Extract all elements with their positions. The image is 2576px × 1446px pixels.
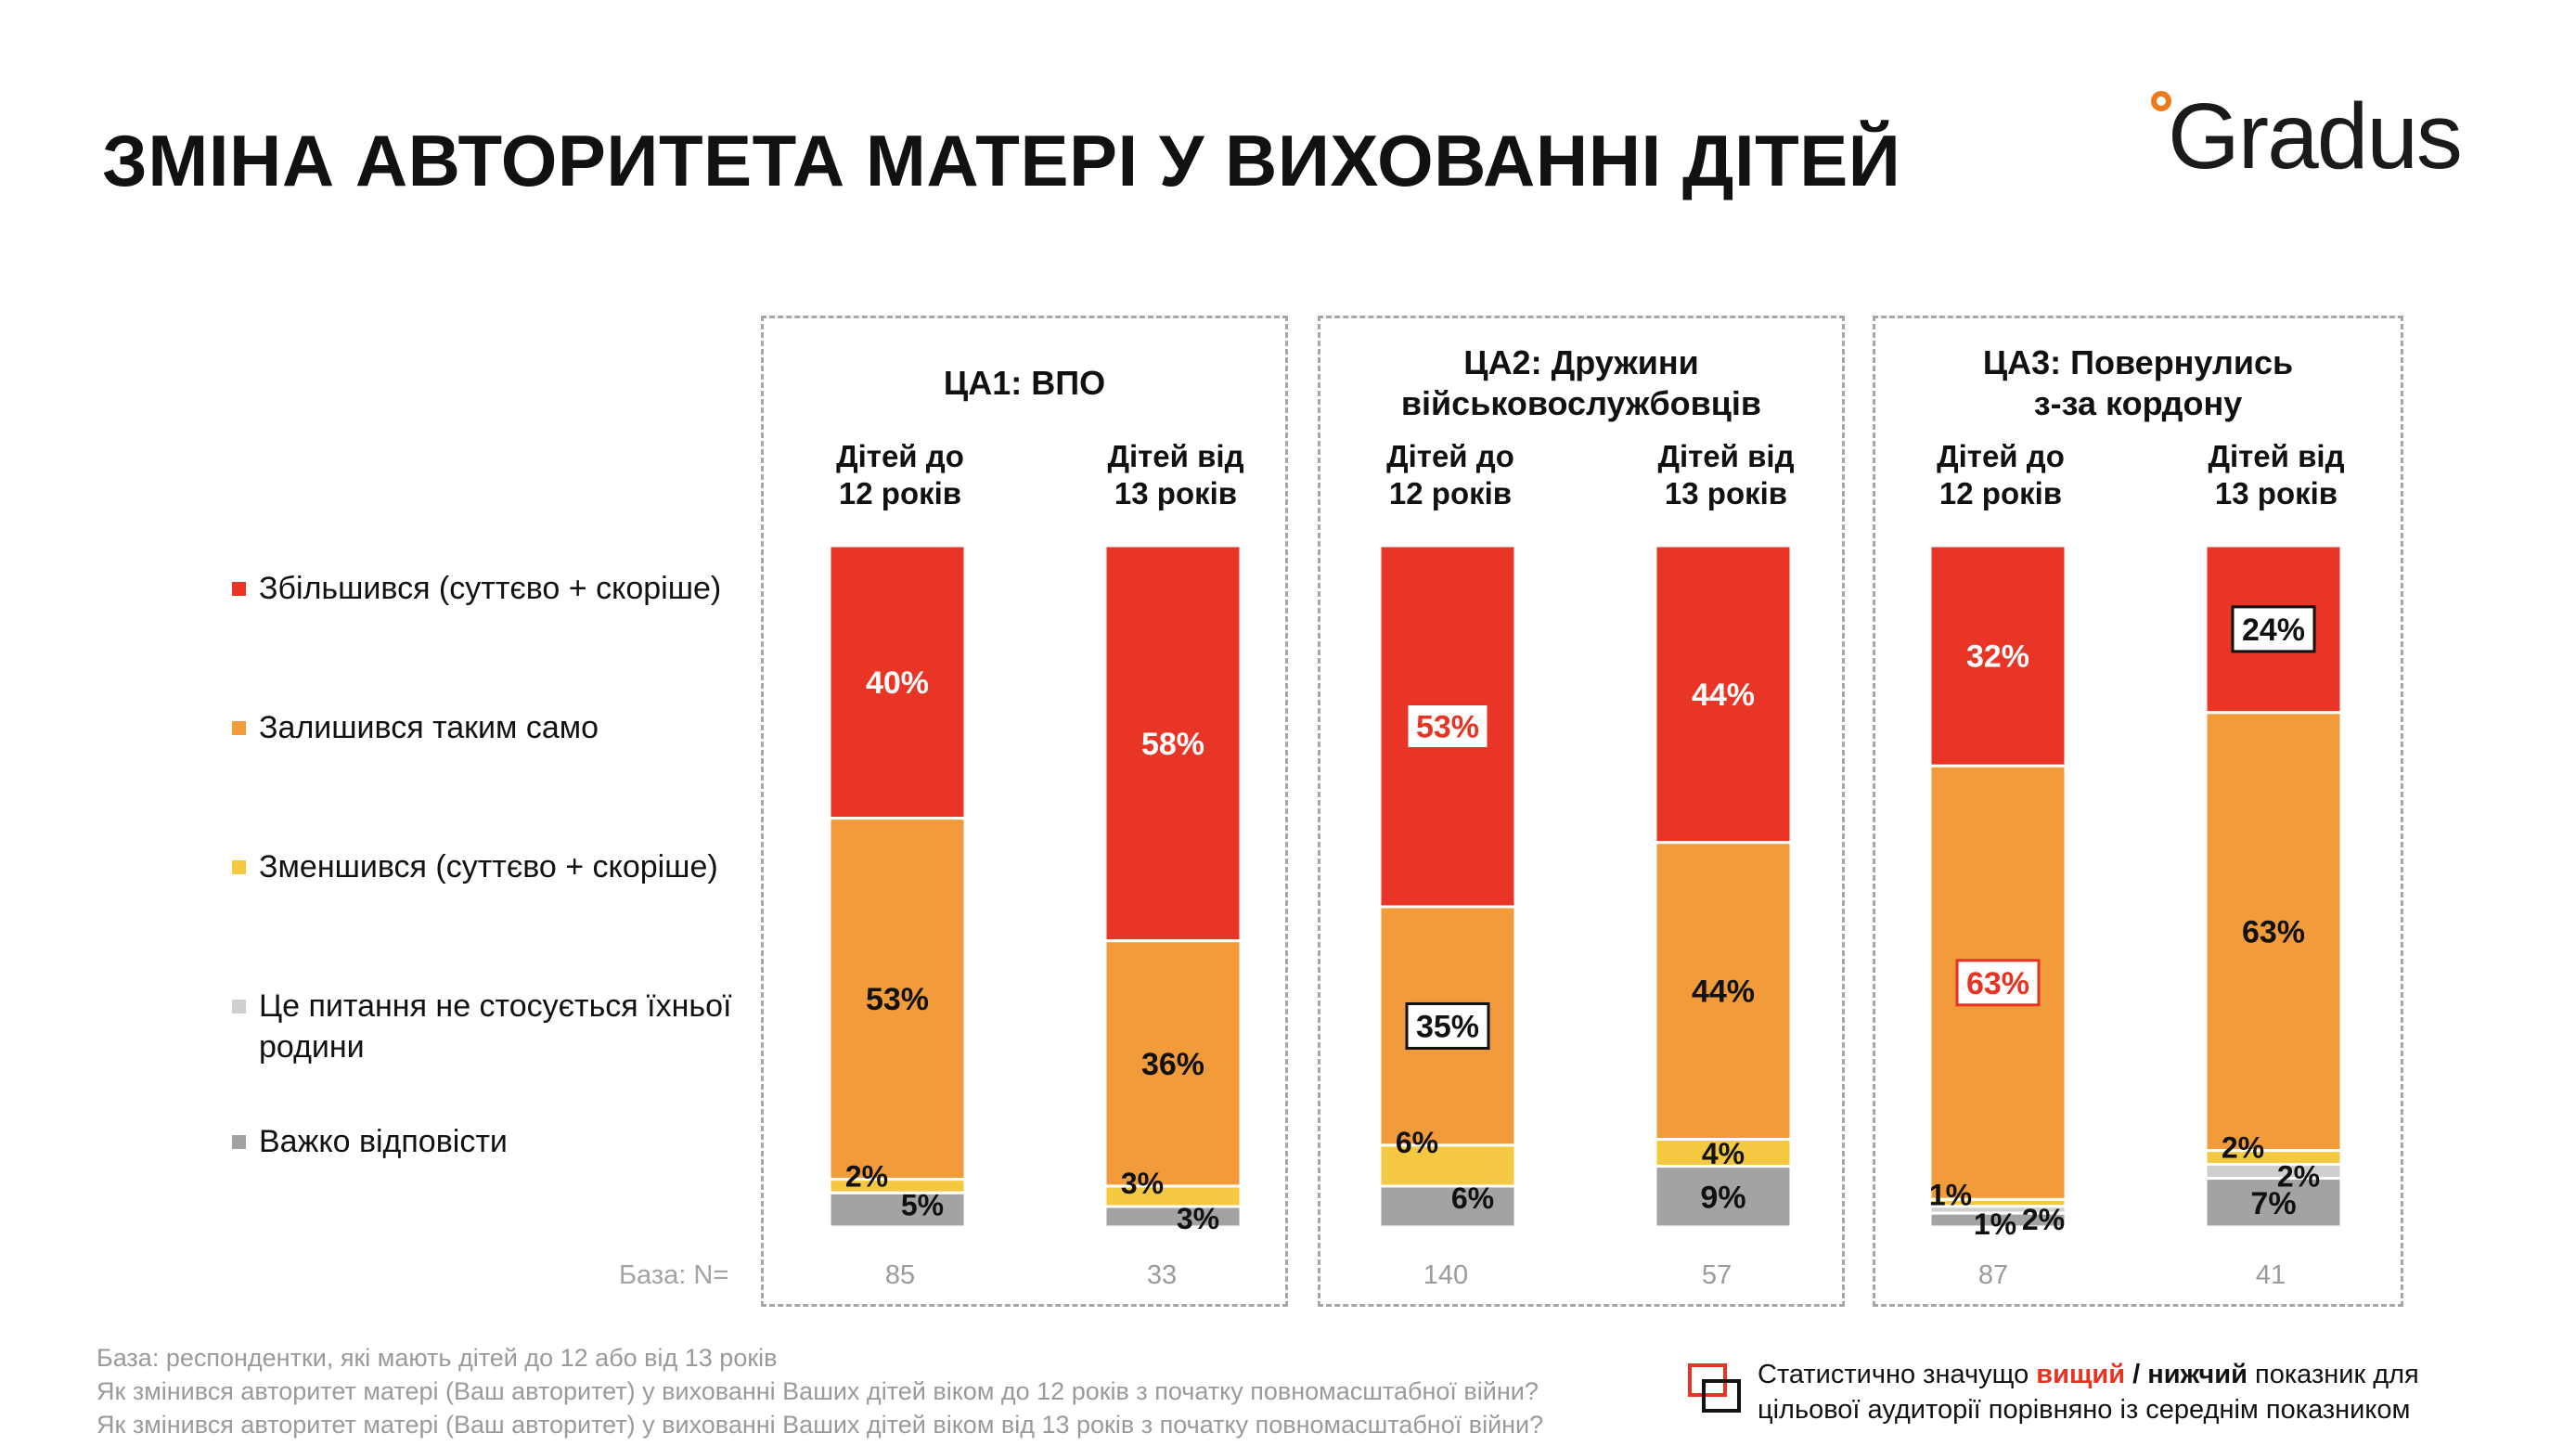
legend-label-same: Залишився таким само (259, 710, 599, 745)
bar-segment-hard-to_say (1654, 1165, 1793, 1229)
data-label: 58% (1141, 727, 1204, 762)
data-label: 9% (1700, 1180, 1745, 1215)
sig-lower: нижчий (2147, 1360, 2248, 1389)
panel-group-2: ЦА2: Дружини військовослужбовців (1318, 316, 1845, 1307)
data-label: 53% (1416, 710, 1479, 745)
legend-item-hard-to-say: Важко відповісти (232, 1121, 508, 1162)
legend-swatch-not-applicable (232, 1000, 246, 1013)
bar-segment-same (2204, 711, 2343, 1153)
legend-swatch-same (232, 721, 246, 735)
data-label: 3% (1121, 1167, 1164, 1200)
significance-icon (1688, 1363, 1741, 1413)
data-label: 6% (1451, 1181, 1494, 1215)
footnote-base: База: респондентки, які мають дітей до 1… (97, 1344, 778, 1372)
column-header: Дітей від 13 років (1657, 439, 1795, 510)
data-label: 2% (2277, 1160, 2320, 1194)
base-label: База: N= (619, 1260, 729, 1290)
sig-prefix: Статистично значущо (1758, 1360, 2037, 1389)
data-label: 1% (1974, 1207, 2016, 1241)
logo-ring-icon (2151, 91, 2171, 111)
bar-segment-hard-to_say (1378, 1184, 1517, 1229)
bar-segment-hard-to_say (1103, 1205, 1243, 1229)
legend-label-decreased: Зменшився (суттєво + скоріше) (259, 849, 718, 884)
data-label: 2% (2222, 1131, 2264, 1165)
data-label: 36% (1141, 1047, 1204, 1082)
legend-label-hard-to-say: Важко відповісти (259, 1124, 508, 1159)
data-label: 2% (845, 1160, 888, 1194)
base-value: 57 (1701, 1260, 1732, 1290)
bar-segment-increased (1103, 544, 1243, 943)
legend-swatch-increased (232, 582, 246, 596)
footnote-question-over-13: Як змінився авторитет матері (Ваш автори… (97, 1411, 1544, 1439)
base-value: 33 (1146, 1260, 1178, 1290)
footnotes: База: респондентки, які мають дітей до 1… (97, 1341, 1543, 1441)
significance-box (1405, 1001, 1490, 1050)
significance-box (2231, 605, 2316, 653)
legend-swatch-hard-to-say (232, 1135, 246, 1149)
data-label: 1% (1929, 1178, 1972, 1211)
data-label: 7% (2250, 1186, 2296, 1221)
column-header: Дітей до 12 років (1937, 439, 2065, 510)
significance-box (1405, 703, 1490, 751)
sig-line2: цільової аудиторії порівняно із середнім… (1758, 1395, 2411, 1425)
legend-item-decreased: Зменшився (суттєво + скоріше) (232, 846, 718, 887)
data-label: 32% (1966, 639, 2029, 675)
column-header: Дітей від 13 років (1107, 439, 1244, 510)
data-label: 35% (1416, 1009, 1479, 1044)
page-title: ЗМІНА АВТОРИТЕТА МАТЕРІ У ВИХОВАННІ ДІТЕ… (102, 120, 1901, 201)
bar-segment-hard-to_say (828, 1191, 967, 1229)
column-header: Дітей до 12 років (1386, 439, 1514, 510)
sig-higher: вищий (2036, 1360, 2126, 1389)
data-label: 44% (1692, 678, 1755, 713)
data-label: 40% (866, 665, 929, 701)
bar-segment-not-applicable (2204, 1163, 2343, 1181)
data-label: 2% (2022, 1203, 2065, 1236)
data-label: 4% (1702, 1137, 1745, 1170)
base-value: 85 (884, 1260, 916, 1290)
base-value: 41 (2255, 1260, 2286, 1290)
panel-group-3: ЦА3: Повернулись з-за кордону (1873, 316, 2403, 1307)
data-label: 53% (866, 982, 929, 1017)
footnote-question-under-12: Як змінився авторитет матері (Ваш автори… (97, 1377, 1539, 1405)
panel-title-group-1: ЦА1: ВПО (943, 364, 1106, 402)
bar-segment-decreased (1654, 1138, 1793, 1168)
legend-item-increased: Збільшився (суттєво + скоріше) (232, 568, 721, 609)
data-label: 5% (901, 1188, 944, 1221)
significance-note: Статистично значущо вищий / нижчий показ… (1687, 1357, 2541, 1431)
bar-segment-hard-to_say (2204, 1177, 2343, 1229)
data-label: 6% (1396, 1126, 1438, 1159)
sig-slash: / (2125, 1360, 2148, 1389)
data-label: 3% (1177, 1202, 1219, 1235)
data-label: 63% (2242, 915, 2305, 950)
base-value: 140 (1423, 1260, 1469, 1290)
legend-swatch-decreased (232, 860, 246, 874)
panel-title-group-2: ЦА2: Дружини військовослужбовців (1400, 343, 1762, 422)
panel-title-group-3: ЦА3: Повернулись з-за кордону (1982, 343, 2294, 422)
data-label: 24% (2242, 613, 2305, 648)
legend-item-same: Залишився таким само (232, 707, 599, 748)
bar-segment-hard-to_say (1928, 1211, 2067, 1229)
significance-text: Статистично значущо вищий / нижчий показ… (1758, 1357, 2419, 1427)
data-label: 44% (1692, 975, 1755, 1010)
legend-item-not-applicable: Це питання не стосується їхньої родини (232, 986, 761, 1067)
gradus-logo: Gradus (2151, 82, 2522, 202)
sig-suffix: показник для (2247, 1360, 2419, 1389)
panel-group-1: ЦА1: ВПО (761, 316, 1288, 1307)
bar-segment-same (1654, 841, 1793, 1142)
data-label: 63% (1966, 966, 2029, 1001)
bar-segment-same (828, 817, 967, 1181)
legend-label-not-applicable: Це питання не стосується їхньої родини (259, 988, 732, 1065)
logo-text: Gradus (2168, 84, 2463, 188)
bar-segment-increased (1928, 544, 2067, 768)
column-header: Дітей до 12 років (836, 439, 964, 510)
base-value: 87 (1977, 1260, 2009, 1290)
significance-box (1955, 959, 2041, 1007)
column-header: Дітей від 13 років (2208, 439, 2345, 510)
legend-label-increased: Збільшився (суттєво + скоріше) (259, 571, 722, 606)
bar-segment-same (1103, 939, 1243, 1188)
